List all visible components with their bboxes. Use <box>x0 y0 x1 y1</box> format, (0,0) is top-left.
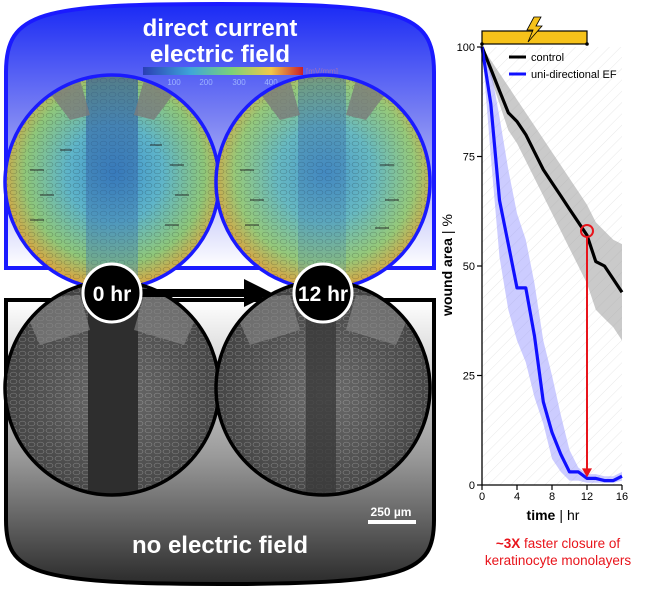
x-tick-label: 12 <box>581 491 593 503</box>
x-tick-label: 8 <box>549 491 555 503</box>
time-label-start: 0 hr <box>93 283 132 306</box>
x-tick-label: 4 <box>514 491 520 503</box>
x-tick-label: 16 <box>616 491 628 503</box>
stim-end-dot <box>585 42 589 46</box>
colorbar-gradient <box>143 67 303 75</box>
wound-area-chart: 0 25 50 75 100 0 4 8 12 16 control uni-directiona… <box>439 17 631 568</box>
legend-label-control: control <box>531 52 564 64</box>
x-tick-label: 0 <box>479 491 485 503</box>
caption-emphasis: ~3X <box>496 536 520 551</box>
ef-title-line2: electric field <box>150 41 290 68</box>
y-tick-label: 25 <box>463 371 475 383</box>
y-tick-label: 0 <box>469 480 475 492</box>
time-label-end: 12 hr <box>298 283 348 306</box>
y-tick-label: 100 <box>457 42 475 54</box>
y-axis-label: wound area|% <box>439 214 455 317</box>
no-ef-title: no electric field <box>132 532 308 559</box>
caption-rest: faster closure of <box>520 536 620 551</box>
y-tick-label: 50 <box>463 261 475 273</box>
chart-caption-line2: keratinocyte monolayers <box>485 553 632 568</box>
y-tick-label: 75 <box>463 152 475 164</box>
x-axis-label: time|hr <box>527 507 580 523</box>
x-axis-label-unit: hr <box>567 507 580 523</box>
colorbar-tick: 100 <box>167 78 181 87</box>
ef-title-line1: direct current <box>143 15 298 42</box>
chart-caption-line1: ~3X faster closure of <box>496 536 620 551</box>
y-axis-label-name: wound area <box>439 238 455 317</box>
scalebar <box>368 520 416 524</box>
colorbar-tick: 300 <box>232 78 246 87</box>
scalebar-label: 250 µm <box>371 505 412 519</box>
x-axis-label-name: time <box>527 507 556 523</box>
colorbar-tick: 200 <box>199 78 213 87</box>
y-axis-label-unit: % <box>439 214 455 226</box>
legend-label-ef: uni-directional EF <box>531 69 617 81</box>
